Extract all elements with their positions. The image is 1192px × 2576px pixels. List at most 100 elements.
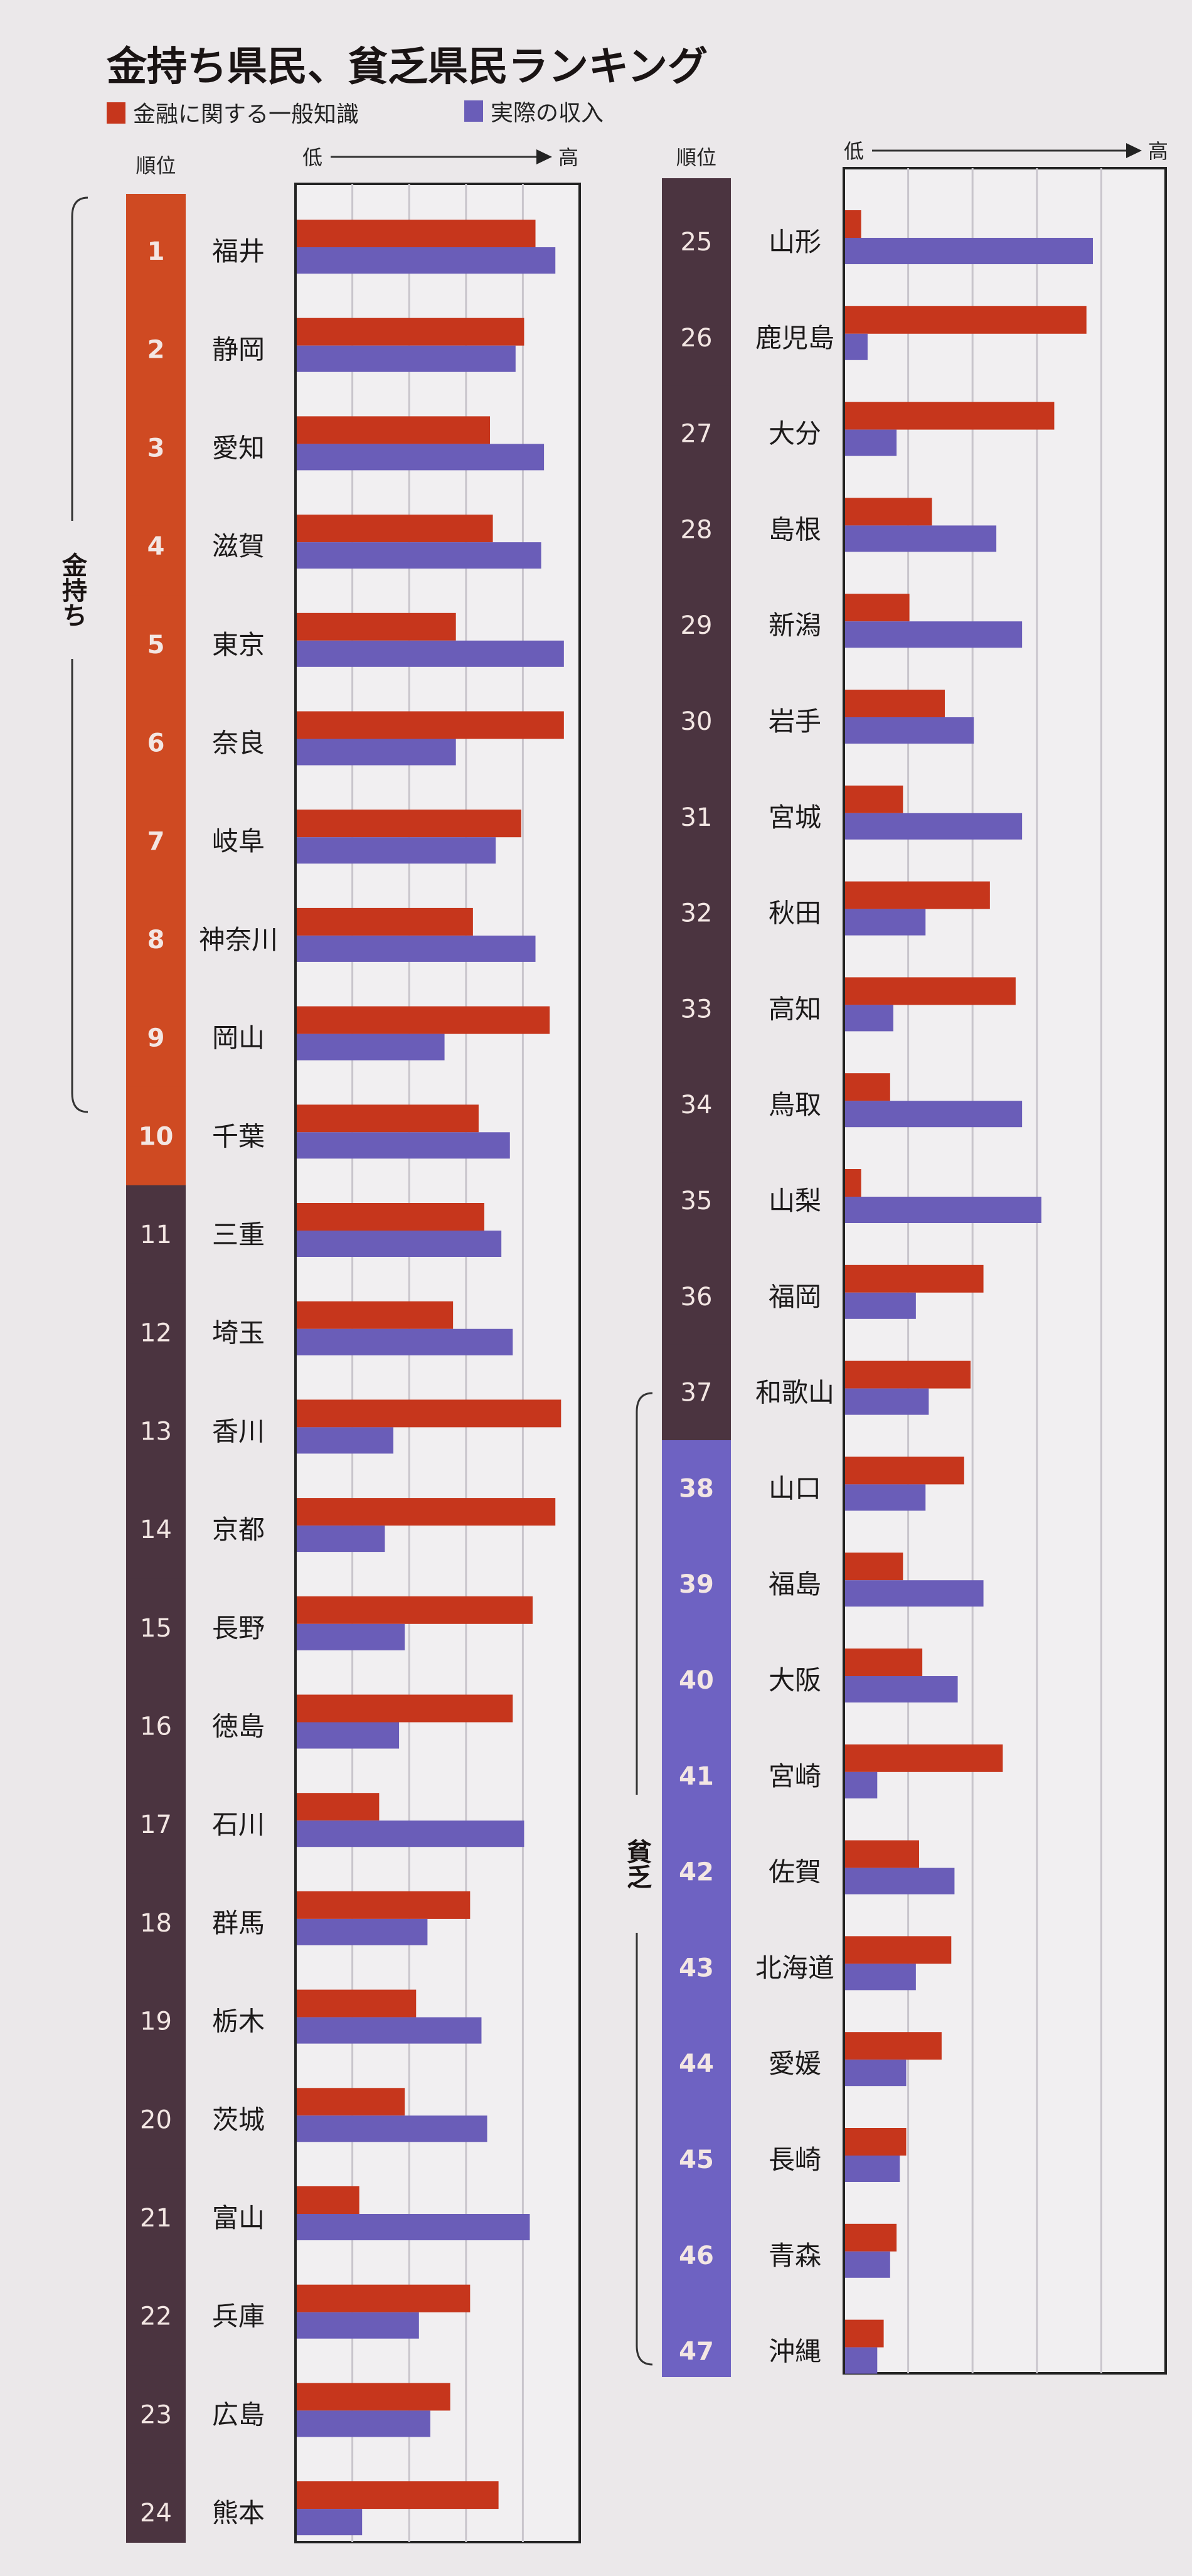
bar-income <box>845 1101 1023 1128</box>
prefecture-label: 広島 <box>212 2399 265 2430</box>
rank-number: 30 <box>681 707 713 736</box>
rank-cell <box>662 2111 731 2208</box>
arrow-right-icon <box>1126 143 1142 158</box>
prefecture-label: 山梨 <box>769 1185 821 1216</box>
rank-cell <box>662 289 731 387</box>
rank-cell <box>126 398 186 498</box>
bar-knowledge <box>297 1694 513 1723</box>
bar-knowledge <box>845 1264 984 1293</box>
rank-cell <box>126 791 186 891</box>
rank-cell <box>662 1152 731 1249</box>
bar-income <box>845 2060 907 2087</box>
bar-knowledge <box>297 1399 561 1428</box>
prefecture-label: 徳島 <box>212 1711 265 1742</box>
bar-income <box>845 525 997 552</box>
rank-number: 47 <box>679 2338 714 2366</box>
bar-knowledge <box>845 1744 1003 1772</box>
rank-number: 12 <box>140 1319 172 1348</box>
rank-cell <box>662 1824 731 1920</box>
prefecture-label: 千葉 <box>212 1121 265 1152</box>
bar-income <box>297 1918 428 1945</box>
bar-knowledge <box>297 416 491 444</box>
rank-cell <box>662 2207 731 2304</box>
prefecture-label: 佐賀 <box>769 1857 821 1888</box>
bar-income <box>297 2017 482 2044</box>
rank-cell <box>126 1578 186 1678</box>
rank-number: 2 <box>147 336 165 365</box>
bar-knowledge <box>297 1104 479 1133</box>
bar-income <box>297 1722 400 1749</box>
rank-number: 7 <box>147 827 165 856</box>
bar-income <box>297 1623 405 1650</box>
prefecture-label: 島根 <box>769 514 821 545</box>
bar-income <box>845 909 926 936</box>
prefecture-label: 熊本 <box>212 2498 265 2528</box>
rank-number: 8 <box>147 926 165 954</box>
prefecture-label: 山口 <box>769 1473 821 1504</box>
bar-knowledge <box>845 690 945 717</box>
rank-cell <box>662 178 731 291</box>
bar-knowledge <box>845 2128 907 2156</box>
prefecture-label: 長野 <box>212 1613 265 1643</box>
bar-knowledge <box>845 1169 861 1197</box>
rank-cell <box>662 865 731 961</box>
prefecture-label: 石川 <box>212 1809 265 1840</box>
legend-swatch-knowledge <box>107 102 125 124</box>
prefecture-label: 兵庫 <box>212 2301 265 2332</box>
rank-number: 35 <box>681 1187 713 1216</box>
bar-knowledge <box>845 1936 952 1964</box>
rank-number: 46 <box>679 2242 714 2270</box>
prefecture-label: 福岡 <box>769 1281 821 1312</box>
rank-cell <box>126 2463 186 2543</box>
rank-number: 44 <box>679 2050 714 2078</box>
bar-knowledge <box>297 1006 550 1034</box>
rank-cell <box>662 385 731 482</box>
rank-number: 21 <box>140 2204 172 2233</box>
bar-income <box>845 1580 984 1607</box>
rank-cell <box>662 481 731 578</box>
rank-cell <box>126 496 186 596</box>
bar-knowledge <box>297 1793 380 1821</box>
bar-income <box>297 1427 394 1454</box>
bar-knowledge <box>845 1840 919 1868</box>
bar-income <box>845 333 868 360</box>
prefecture-label: 神奈川 <box>199 924 278 955</box>
rank-number: 45 <box>679 2146 714 2174</box>
legend-label-income: 実際の収入 <box>491 100 604 126</box>
bar-knowledge <box>297 612 456 641</box>
bar-knowledge <box>845 2223 897 2252</box>
bar-knowledge <box>297 1498 556 1526</box>
prefecture-label: 鳥取 <box>769 1089 821 1120</box>
bar-knowledge <box>297 1989 417 2018</box>
bar-knowledge <box>845 1073 890 1101</box>
group-label-rich: 金持ち <box>58 552 88 628</box>
rank-number: 41 <box>679 1762 714 1791</box>
bar-income <box>845 238 1094 264</box>
bar-income <box>845 1292 916 1319</box>
bar-income <box>845 1484 926 1511</box>
axis-low-label: 低 <box>302 146 322 169</box>
group-bracket-rich <box>71 196 88 1113</box>
bar-knowledge <box>845 210 861 238</box>
prefecture-label: 静岡 <box>212 334 265 365</box>
axis-high-label: 高 <box>1148 139 1168 163</box>
rank-cell <box>126 1775 186 1874</box>
rank-number: 27 <box>681 420 713 449</box>
rank-number: 17 <box>140 1810 172 1839</box>
bar-income <box>297 1034 445 1061</box>
prefecture-label: 奈良 <box>212 728 265 759</box>
rank-number: 24 <box>140 2499 172 2528</box>
bar-income <box>297 1132 510 1159</box>
prefecture-label: 埼玉 <box>212 1318 265 1349</box>
rank-cell <box>662 1536 731 1633</box>
rank-number: 6 <box>147 729 165 758</box>
rank-cell <box>126 1677 186 1776</box>
bar-income <box>845 2156 900 2182</box>
bar-income <box>297 542 541 569</box>
group-bracket-poor <box>636 1392 653 2366</box>
rank-number: 39 <box>679 1570 714 1599</box>
bar-knowledge <box>845 977 1016 1005</box>
rank-cell <box>662 577 731 674</box>
bar-income <box>845 1388 929 1415</box>
bar-knowledge <box>297 711 564 739</box>
